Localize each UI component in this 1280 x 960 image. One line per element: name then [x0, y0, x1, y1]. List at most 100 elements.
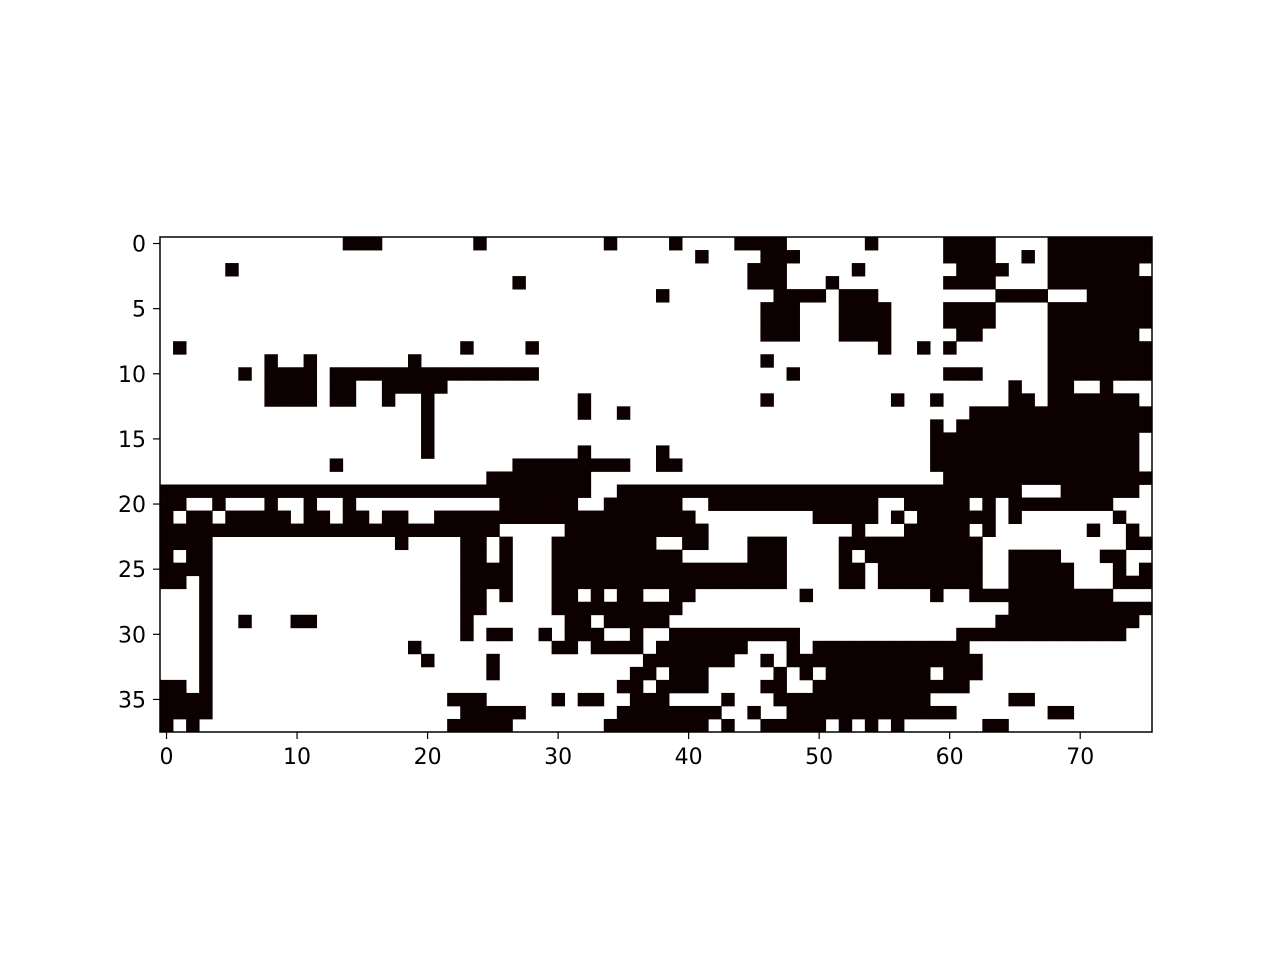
heatmap-cell: [734, 484, 748, 498]
heatmap-cell: [799, 718, 814, 733]
heatmap-cell: [669, 549, 683, 564]
heatmap-cell: [864, 692, 879, 707]
heatmap-cell: [590, 510, 605, 524]
heatmap-cell: [930, 445, 944, 459]
heatmap-cell: [1138, 562, 1153, 577]
heatmap-cell: [904, 692, 918, 707]
heatmap-cell: [943, 302, 957, 316]
heatmap-cell: [1099, 315, 1114, 329]
heatmap-cell: [956, 419, 970, 433]
heatmap-cell: [408, 523, 422, 538]
heatmap-cell: [969, 276, 983, 290]
heatmap-cell: [525, 458, 539, 472]
heatmap-cell: [1086, 601, 1101, 616]
heatmap-cell: [1047, 601, 1062, 616]
heatmap-cell: [786, 289, 800, 303]
heatmap-cell: [786, 627, 800, 642]
heatmap-cell: [851, 562, 866, 577]
heatmap-cell: [199, 627, 213, 642]
heatmap-cell: [290, 393, 304, 407]
heatmap-cell: [616, 406, 631, 420]
heatmap-cell: [943, 315, 957, 329]
heatmap-cell: [890, 510, 905, 524]
heatmap-cell: [577, 406, 592, 420]
heatmap-cell: [708, 484, 722, 498]
heatmap-cell: [1099, 445, 1114, 459]
heatmap-cell: [786, 315, 800, 329]
heatmap-cell: [1021, 562, 1035, 577]
heatmap-cell: [669, 523, 683, 538]
heatmap-cell: [1125, 458, 1140, 472]
heatmap-cell: [1047, 575, 1062, 590]
heatmap-cell: [825, 666, 840, 681]
heatmap-cell: [1047, 588, 1062, 603]
heatmap-cell: [904, 523, 918, 538]
heatmap-cell: [173, 575, 187, 590]
heatmap-cell: [329, 458, 344, 472]
heatmap-cell: [1008, 588, 1022, 603]
heatmap-cell: [408, 367, 422, 381]
heatmap-cell: [629, 679, 644, 694]
heatmap-cell: [199, 705, 213, 720]
heatmap-cell: [1086, 458, 1101, 472]
heatmap-cell: [538, 458, 552, 472]
heatmap-cell: [760, 718, 774, 733]
heatmap-cell: [1060, 263, 1075, 277]
heatmap-cell: [629, 666, 644, 681]
heatmap-cell: [1125, 302, 1140, 316]
heatmap-cell: [629, 705, 644, 720]
heatmap-cell: [460, 562, 474, 577]
heatmap-cell: [447, 523, 461, 538]
heatmap-cell: [956, 497, 970, 511]
heatmap-cell: [760, 315, 774, 329]
heatmap-cell: [930, 562, 944, 577]
y-tick-label: 30: [118, 623, 146, 648]
heatmap-cell: [1047, 315, 1062, 329]
heatmap-cell: [917, 575, 931, 590]
heatmap-cell: [969, 367, 983, 381]
heatmap-cell: [629, 627, 644, 642]
heatmap-cell: [1086, 263, 1101, 277]
heatmap-cell: [603, 640, 618, 655]
heatmap-cell: [943, 341, 957, 355]
heatmap-cell: [1099, 237, 1114, 251]
heatmap-cell: [825, 510, 840, 524]
heatmap-cell: [773, 237, 787, 251]
heatmap-cell: [199, 536, 213, 551]
heatmap-cell: [734, 497, 748, 511]
heatmap-cell: [956, 523, 970, 538]
heatmap-cell: [1047, 627, 1062, 642]
heatmap-cell: [1021, 627, 1035, 642]
heatmap-cell: [969, 328, 983, 342]
heatmap-cell: [408, 354, 422, 368]
heatmap-cell: [642, 549, 657, 564]
heatmap-cell: [329, 367, 344, 381]
heatmap-cell: [642, 562, 657, 577]
heatmap-cell: [616, 562, 631, 577]
heatmap-cell: [1125, 237, 1140, 251]
heatmap-cell: [499, 549, 513, 564]
heatmap-cell: [773, 315, 787, 329]
heatmap-cell: [1047, 263, 1062, 277]
heatmap-cell: [629, 718, 644, 733]
heatmap-cell: [956, 250, 970, 264]
heatmap-cell: [1138, 367, 1153, 381]
heatmap-cell: [1073, 484, 1088, 498]
heatmap-cell: [747, 237, 761, 251]
heatmap-cell: [864, 549, 879, 564]
heatmap-cell: [303, 497, 318, 511]
heatmap-cell: [851, 653, 866, 668]
heatmap-cell: [695, 640, 709, 655]
heatmap-cell: [564, 458, 579, 472]
heatmap-cell: [930, 640, 944, 655]
heatmap-cell: [773, 718, 787, 733]
heatmap-cell: [186, 562, 200, 577]
heatmap-cell: [695, 484, 709, 498]
heatmap-cell: [943, 679, 957, 694]
heatmap-cell: [394, 484, 409, 498]
heatmap-cell: [225, 484, 239, 498]
y-tick-label: 25: [118, 558, 146, 583]
heatmap-cell: [890, 536, 905, 551]
heatmap-cell: [264, 523, 278, 538]
heatmap-cell: [577, 536, 592, 551]
